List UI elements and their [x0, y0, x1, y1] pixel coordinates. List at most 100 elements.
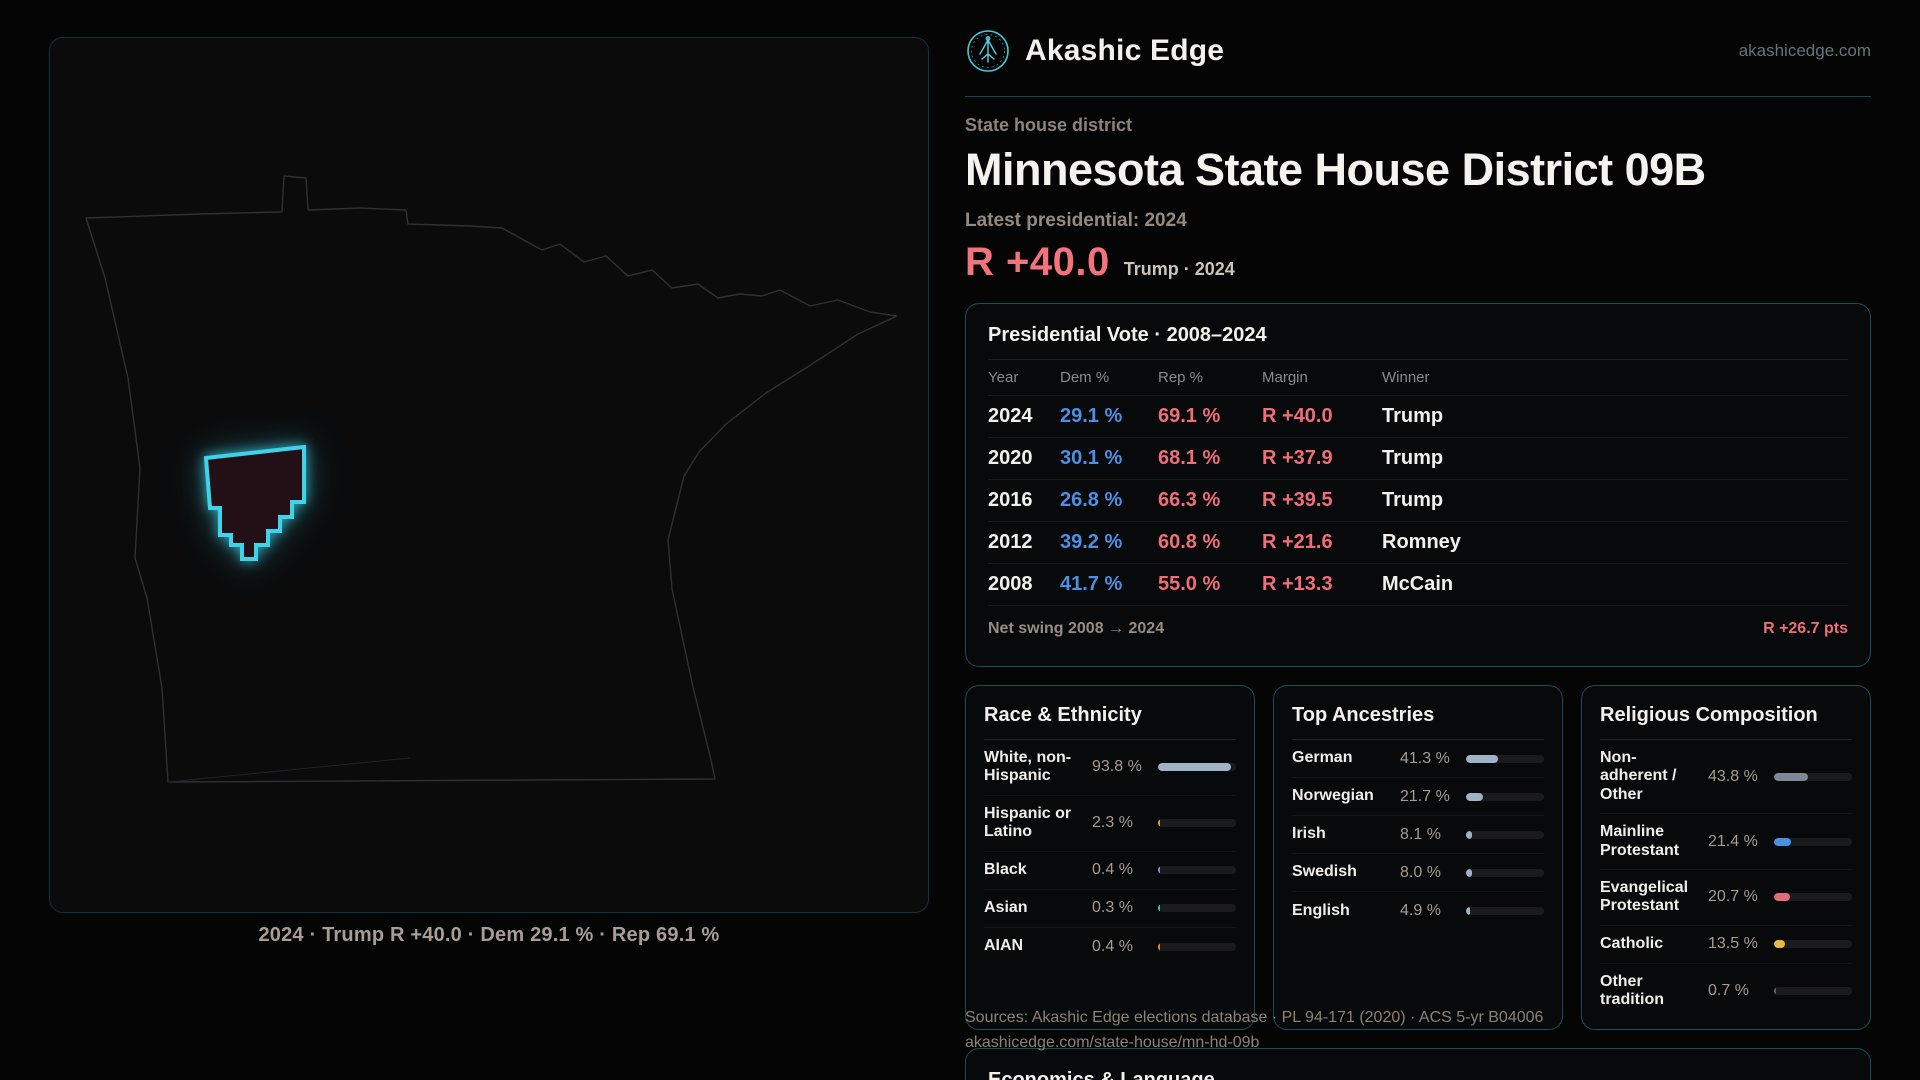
year-cell: 2012: [988, 531, 1033, 553]
stat-label: White, non-Hispanic: [984, 749, 1072, 785]
source-line-1: Sources: Akashic Edge elections database…: [965, 1009, 1544, 1026]
dem-cell: 26.8 %: [1060, 489, 1123, 511]
race-row: AIAN 0.4 %: [984, 928, 1236, 966]
margin-cell: R +37.9: [1262, 447, 1333, 469]
winner-cell: Romney: [1382, 531, 1461, 553]
stat-bar: [1774, 987, 1852, 996]
stat-value: 20.7 %: [1708, 888, 1758, 906]
stat-bar: [1466, 830, 1544, 839]
stat-label: Mainline Protestant: [1600, 823, 1680, 859]
margin-note: Trump · 2024: [1123, 259, 1235, 279]
stat-bar: [1158, 942, 1236, 951]
stat-label: Other tradition: [1600, 972, 1664, 1009]
brand-name: Akashic Edge: [1025, 34, 1225, 67]
stat-bar: [1774, 893, 1852, 902]
vote-row-2016: 2016 26.8 % 66.3 % R +39.5 Trump: [988, 480, 1848, 522]
year-cell: 2008: [988, 573, 1033, 595]
stat-value: 93.8 %: [1092, 758, 1142, 776]
ancestries-panel: Top Ancestries German 41.3 % Norwegian 2…: [1273, 685, 1563, 1030]
map-caption: 2024 · Trump R +40.0 · Dem 29.1 % · Rep …: [258, 924, 720, 946]
religion-row: Other tradition 0.7 %: [1600, 964, 1852, 1019]
vote-row-2024: 2024 29.1 % 69.1 % R +40.0 Trump: [988, 396, 1848, 438]
stat-bar: [1466, 792, 1544, 801]
brand-domain-link[interactable]: akashicedge.com: [1738, 41, 1871, 60]
page-title: Minnesota State House District 09B: [965, 144, 1706, 195]
margin-value: R +40.0: [965, 240, 1110, 284]
stat-label: Catholic: [1600, 935, 1664, 953]
margin-cell: R +21.6: [1262, 531, 1333, 553]
stat-value: 4.9 %: [1400, 902, 1441, 919]
latest-presidential-label: Latest presidential: 2024: [965, 210, 1187, 231]
stat-value: 8.1 %: [1400, 825, 1441, 843]
stat-value: 8.0 %: [1400, 863, 1441, 881]
race-row: Asian 0.3 %: [984, 890, 1236, 928]
district-map-panel: [49, 37, 929, 913]
rep-cell: 68.1 %: [1158, 447, 1221, 469]
ancestry-row: English 4.9 %: [1292, 892, 1544, 930]
margin-cell: R +13.3: [1262, 573, 1333, 595]
winner-cell: McCain: [1382, 573, 1454, 595]
col-winner: Winner: [1382, 369, 1430, 386]
year-cell: 2024: [988, 405, 1033, 427]
rep-cell: 69.1 %: [1158, 405, 1221, 427]
religion-row: Mainline Protestant 21.4 %: [1600, 814, 1852, 870]
stat-label: Swedish: [1292, 863, 1357, 881]
vote-row-2012: 2012 39.2 % 60.8 % R +21.6 Romney: [988, 522, 1848, 564]
net-swing-label: Net swing 2008 → 2024: [988, 620, 1165, 637]
col-margin: Margin: [1262, 369, 1308, 386]
stat-label: Norwegian: [1292, 787, 1374, 805]
winner-cell: Trump: [1382, 447, 1444, 469]
stat-value: 41.3 %: [1400, 749, 1450, 767]
stat-value: 0.7 %: [1708, 982, 1749, 1000]
year-cell: 2016: [988, 489, 1033, 511]
religion-row: Non-adherent / Other 43.8 %: [1600, 740, 1852, 815]
ancestry-row: Swedish 8.0 %: [1292, 854, 1544, 892]
ancestry-row: Irish 8.1 %: [1292, 816, 1544, 854]
source-note: Sources: Akashic Edge elections database…: [965, 1005, 1585, 1055]
economics-panel-title: Economics & Language: [988, 1068, 1215, 1080]
vote-row-2008: 2008 41.7 % 55.0 % R +13.3 McCain: [988, 564, 1848, 606]
stat-value: 21.7 %: [1400, 787, 1450, 805]
brand-lockup: Akashic Edge: [965, 28, 1224, 74]
stat-label: Black: [984, 860, 1027, 878]
stat-label: Asian: [984, 898, 1028, 916]
vote-row-2020: 2020 30.1 % 68.1 % R +37.9 Trump: [988, 438, 1848, 480]
source-line-2: akashicedge.com/state-house/mn-hd-09b: [965, 1034, 1260, 1051]
minnesota-outline: [85, 175, 898, 783]
rep-cell: 55.0 %: [1158, 573, 1221, 595]
net-swing-value: R +26.7 pts: [1763, 620, 1848, 637]
stat-bar: [1158, 904, 1236, 913]
stat-bar: [1158, 866, 1236, 875]
stat-bar: [1774, 940, 1852, 949]
stat-value: 0.4 %: [1092, 861, 1133, 879]
race-panel-title: Race & Ethnicity: [984, 704, 1236, 740]
col-dem: Dem %: [1060, 369, 1110, 386]
ancestry-row: German 41.3 %: [1292, 740, 1544, 778]
economics-panel: Economics & Language Median HH income $7…: [965, 1047, 1871, 1080]
rep-cell: 66.3 %: [1158, 489, 1221, 511]
stat-bar: [1774, 772, 1852, 781]
winner-cell: Trump: [1382, 489, 1444, 511]
vote-table-header: Year Dem % Rep % Margin Winner: [988, 360, 1848, 396]
headline-margin: R +40.0 Trump · 2024: [965, 240, 1871, 285]
stat-label: AIAN: [984, 937, 1024, 955]
rep-cell: 60.8 %: [1158, 531, 1221, 553]
stat-value: 0.4 %: [1092, 937, 1133, 955]
dem-cell: 41.7 %: [1060, 573, 1123, 595]
dem-cell: 39.2 %: [1060, 531, 1123, 553]
year-cell: 2020: [988, 447, 1033, 469]
stat-value: 13.5 %: [1708, 935, 1758, 953]
winner-cell: Trump: [1382, 405, 1444, 427]
stat-value: 21.4 %: [1708, 832, 1758, 850]
race-row: Black 0.4 %: [984, 852, 1236, 890]
detail-column: Akashic Edge akashicedge.com State house…: [965, 28, 1871, 1080]
minnesota-map: [85, 175, 898, 783]
dem-cell: 29.1 %: [1060, 405, 1123, 427]
brand-header: Akashic Edge akashicedge.com: [965, 28, 1871, 97]
religion-panel: Religious Composition Non-adherent / Oth…: [1581, 685, 1871, 1030]
stat-bar: [1158, 763, 1236, 772]
stat-label: English: [1292, 901, 1350, 919]
stat-bar: [1466, 907, 1544, 915]
district-shape[interactable]: [203, 444, 306, 561]
religion-panel-title: Religious Composition: [1600, 704, 1852, 740]
